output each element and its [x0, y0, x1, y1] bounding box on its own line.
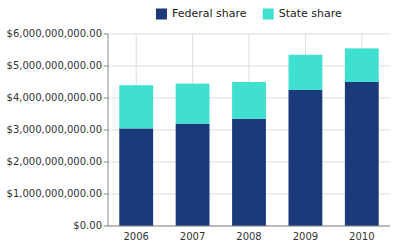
legend-item: Federal share: [156, 7, 247, 20]
x-tick-label: 2010: [349, 231, 374, 242]
legend-swatch: [263, 9, 274, 20]
y-tick-label: $5,000,000,000.00: [7, 60, 102, 71]
y-tick: [104, 66, 108, 67]
legend-item: State share: [263, 7, 342, 20]
y-tick-label: $3,000,000,000.00: [7, 124, 102, 135]
chart-svg: $0.00 $1,000,000,000.00 $2,000,000,000.00 $…: [0, 0, 400, 250]
y-tick-label: $6,000,000,000.00: [7, 28, 102, 39]
y-tick: [104, 130, 108, 131]
bar: [288, 90, 322, 226]
bar: [119, 85, 153, 128]
x-axis-line: [108, 226, 390, 227]
axes: $0.00 $1,000,000,000.00 $2,000,000,000.00 $…: [7, 28, 390, 242]
bar: [232, 119, 266, 226]
series-bars: [119, 82, 378, 226]
bar: [232, 82, 266, 119]
bar: [345, 82, 379, 226]
y-tick: [104, 34, 108, 35]
bar: [288, 55, 322, 90]
chart-container: $0.00 $1,000,000,000.00 $2,000,000,000.00 $…: [0, 0, 400, 250]
y-tick-label: $1,000,000,000.00: [7, 188, 102, 199]
grid-line-y: [108, 226, 390, 227]
y-tick-label: $2,000,000,000.00: [7, 156, 102, 167]
x-tick-label: 2006: [123, 231, 148, 242]
bar: [119, 128, 153, 226]
bar: [176, 84, 210, 124]
y-tick-label: $4,000,000,000.00: [7, 92, 102, 103]
legend-label: State share: [279, 7, 342, 20]
y-tick: [104, 226, 108, 227]
legend-label: Federal share: [172, 7, 247, 20]
x-tick-label: 2008: [236, 231, 261, 242]
bar: [176, 124, 210, 226]
x-tick-label: 2009: [293, 231, 318, 242]
bars: [119, 48, 378, 226]
x-tick-label: 2007: [180, 231, 205, 242]
y-tick: [104, 162, 108, 163]
legend: Federal share State share: [156, 7, 342, 20]
bar: [345, 48, 379, 82]
y-tick: [104, 194, 108, 195]
y-tick: [104, 98, 108, 99]
y-tick-label: $0.00: [73, 220, 102, 231]
grid: [108, 34, 390, 226]
legend-swatch: [156, 9, 167, 20]
series-bars: [119, 48, 378, 128]
